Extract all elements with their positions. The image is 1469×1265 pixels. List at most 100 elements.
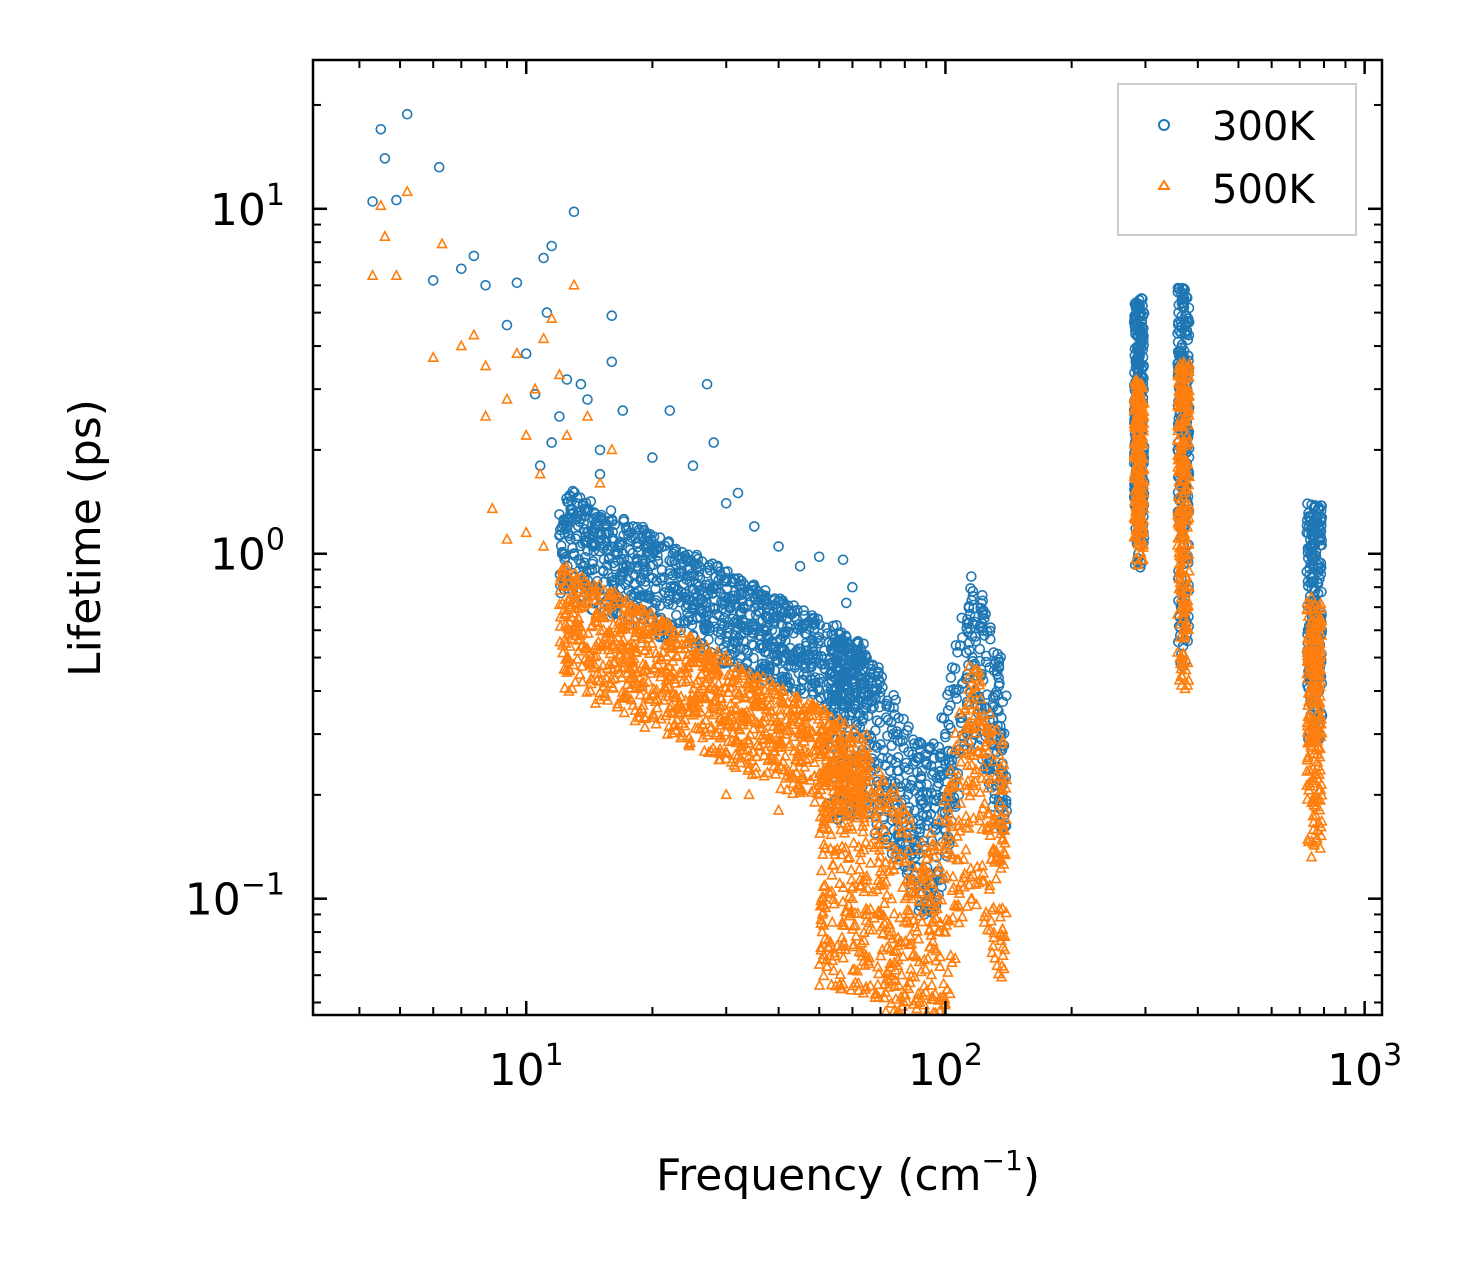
point-300k (966, 595, 978, 606)
point-300k (727, 643, 739, 655)
point-300k (781, 614, 792, 625)
point-300k (772, 655, 784, 666)
point-300k (965, 571, 977, 582)
point-300k (617, 405, 629, 416)
point-300k (571, 530, 583, 542)
point-500k (901, 1013, 904, 1015)
point-300k (686, 603, 698, 615)
point-300k (606, 576, 618, 587)
point-300k (646, 572, 658, 584)
point-300k (711, 561, 723, 573)
point-300k (701, 378, 713, 390)
point-500k (864, 856, 877, 868)
point-300k (686, 619, 698, 631)
point-500k (940, 1026, 949, 1035)
point-300k (638, 565, 650, 577)
point-500k (920, 1023, 929, 1032)
point-300k (818, 645, 830, 657)
point-300k (375, 124, 387, 135)
point-500k (933, 1027, 942, 1036)
point-300k (811, 633, 823, 644)
point-300k (670, 543, 682, 555)
point-500k (826, 868, 838, 880)
point-300k (587, 558, 598, 570)
point-300k (594, 444, 606, 456)
point-300k (669, 580, 681, 592)
point-500k (902, 1028, 911, 1037)
point-300k (722, 566, 733, 577)
point-300k (654, 600, 666, 612)
point-500k (942, 965, 954, 977)
point-300k (656, 541, 667, 553)
point-300k (882, 730, 893, 742)
point-500k (826, 858, 839, 870)
point-300k (871, 715, 883, 726)
data-points (366, 108, 1328, 1044)
point-500k (872, 978, 884, 990)
point-300k (648, 546, 660, 558)
point-300k (662, 596, 673, 607)
point-300k (737, 601, 749, 613)
point-500k (905, 1035, 914, 1044)
point-300k (696, 605, 708, 617)
point-500k (917, 1035, 926, 1044)
point-300k (616, 569, 628, 581)
point-300k (731, 600, 743, 612)
point-300k (698, 621, 710, 633)
point-300k (709, 603, 721, 615)
point-300k (433, 161, 445, 173)
point-300k (777, 643, 788, 654)
point-300k (692, 570, 704, 582)
point-300k (813, 551, 825, 563)
point-300k (807, 646, 819, 657)
point-300k (708, 437, 720, 448)
point-500k (845, 863, 858, 875)
point-500k (639, 720, 651, 732)
point-300k (676, 587, 687, 599)
point-300k (391, 194, 402, 206)
point-300k (554, 530, 565, 541)
point-500k (698, 744, 711, 756)
point-300k (582, 504, 593, 515)
point-300k (687, 460, 699, 472)
point-500k (964, 862, 977, 874)
point-300k (720, 606, 732, 618)
point-500k (949, 726, 962, 738)
point-300k (794, 560, 806, 572)
point-300k (554, 411, 565, 422)
point-500k (888, 907, 901, 919)
point-500k (997, 948, 1009, 960)
point-300k (837, 676, 849, 688)
point-300k (716, 624, 727, 635)
point-300k (799, 610, 811, 621)
point-300k (629, 587, 640, 599)
point-300k (741, 645, 752, 656)
point-300k (793, 643, 805, 654)
point-300k (559, 528, 571, 540)
point-300k (468, 250, 480, 262)
point-300k (546, 240, 558, 252)
point-300k (631, 563, 643, 575)
point-300k (837, 554, 849, 566)
point-300k (598, 565, 609, 576)
point-500k (899, 988, 912, 1000)
point-500k (881, 888, 893, 900)
point-500k (890, 1018, 899, 1026)
point-300k (674, 617, 686, 629)
point-300k (647, 545, 658, 557)
point-300k (623, 529, 634, 541)
point-300k (722, 621, 734, 633)
point-300k (688, 584, 700, 596)
point-300k (572, 510, 584, 522)
point-300k (945, 672, 957, 683)
point-300k (707, 588, 718, 599)
point-300k (720, 497, 732, 509)
point-300k (520, 348, 532, 360)
point-300k (606, 356, 618, 368)
point-300k (640, 591, 651, 603)
point-500k (918, 979, 931, 991)
point-300k (840, 597, 852, 609)
point-300k (603, 544, 614, 556)
point-300k (636, 531, 648, 542)
point-300k (656, 564, 668, 576)
